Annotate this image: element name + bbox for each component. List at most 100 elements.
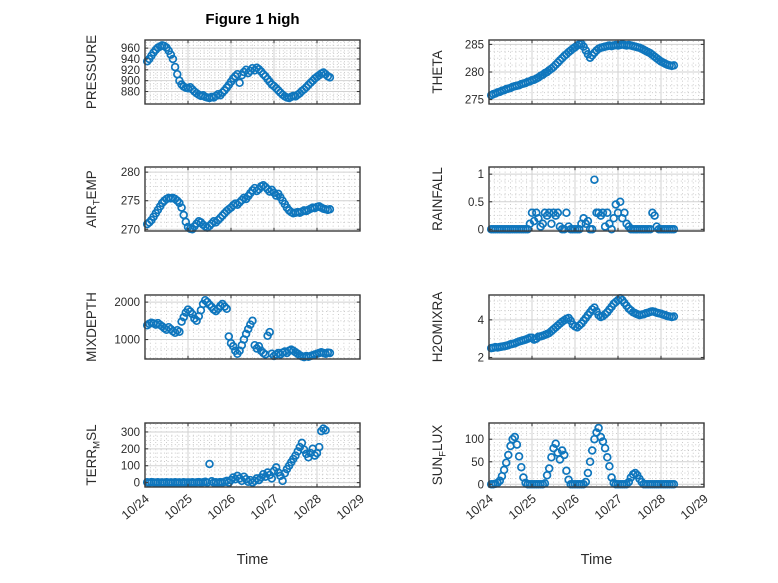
data-point (504, 450, 513, 460)
ytick-label: 920 (121, 65, 140, 77)
ytick-label: 275 (465, 95, 484, 107)
xtick-label: 10/25 (506, 492, 539, 523)
data-point (547, 219, 556, 229)
data-point (512, 440, 522, 449)
data-point (269, 81, 279, 91)
data-point (624, 477, 634, 487)
data-point (514, 452, 524, 461)
scatter-series-MIXDEPTH (142, 295, 335, 362)
data-point (271, 84, 281, 93)
data-point (600, 443, 610, 453)
ytick-label: 50 (471, 457, 484, 469)
data-point (177, 203, 186, 212)
data-point (168, 54, 178, 64)
tick-marks (488, 423, 705, 487)
data-point (299, 445, 309, 454)
tick-marks (488, 167, 705, 231)
ytick-label: 0 (478, 224, 484, 236)
data-point (170, 62, 180, 72)
ytick-label: 285 (465, 39, 484, 51)
panel-MIXDEPTH: 1000 2000 MIXDEPTH (84, 292, 361, 362)
data-point (306, 78, 315, 88)
data-point (495, 476, 505, 485)
ylabel-RAINFALL: RAINFALL (430, 167, 445, 231)
major-grid (145, 167, 360, 231)
data-point (211, 218, 221, 227)
data-point (243, 324, 253, 334)
ytick-label: 2000 (114, 297, 140, 309)
data-point (587, 305, 597, 314)
axes-box (488, 166, 705, 232)
data-point (508, 434, 517, 444)
data-point (630, 468, 640, 478)
data-point (241, 329, 251, 339)
data-point (216, 213, 225, 223)
tick-marks (144, 295, 361, 359)
data-point (598, 208, 608, 218)
data-point (205, 300, 214, 309)
data-point (325, 205, 335, 214)
data-point (220, 302, 229, 311)
ytick-label: 200 (121, 444, 140, 456)
data-point (555, 56, 565, 65)
data-point (235, 198, 244, 207)
data-point (218, 88, 227, 97)
ytick-label: 960 (121, 43, 140, 55)
data-point (560, 450, 569, 460)
panel-RAINFALL: 0 0.5 1 RAINFALL (430, 166, 705, 236)
data-point (254, 342, 264, 351)
ytick-label: 900 (121, 76, 140, 88)
ylabel-AIR_TEMP: AIRTEMP (84, 170, 103, 228)
data-point (173, 196, 182, 205)
xtick-label: 10/29 (334, 492, 367, 523)
ytick-label: 880 (121, 87, 140, 99)
data-point (549, 62, 558, 72)
ylabel-TERR_MSL: TERRMSL (84, 424, 103, 486)
data-point (499, 465, 509, 475)
data-point (534, 214, 543, 223)
data-point (321, 426, 330, 435)
ytick-label: 0 (134, 478, 140, 490)
data-point (517, 462, 526, 472)
axes-box (144, 294, 361, 360)
data-point (278, 476, 287, 486)
data-point (603, 453, 612, 462)
data-point (544, 464, 554, 473)
data-point (200, 295, 210, 305)
data-point (615, 197, 625, 207)
data-point (183, 305, 193, 314)
ylabel-MIXDEPTH: MIXDEPTH (84, 292, 99, 362)
axes-box (488, 422, 705, 488)
data-point (299, 85, 309, 94)
data-point (553, 208, 563, 218)
data-point (575, 321, 584, 330)
data-point (274, 86, 283, 95)
data-point (551, 60, 560, 70)
scatter-series-PRESSURE (142, 41, 335, 103)
data-point (145, 218, 154, 227)
xtick-label: 10/27 (248, 492, 281, 523)
data-point (527, 208, 537, 218)
tick-marks (144, 40, 361, 104)
data-point (581, 477, 591, 487)
data-point (252, 344, 262, 353)
xtick-label: 10/25 (162, 492, 195, 523)
data-point (609, 214, 618, 223)
data-point (669, 312, 679, 321)
axes-box (144, 39, 361, 105)
data-point (233, 200, 242, 209)
data-point (175, 198, 184, 208)
axes-box (144, 422, 361, 488)
xtick-label: 10/28 (291, 492, 324, 523)
data-point (213, 215, 223, 225)
data-point (549, 443, 558, 453)
ytick-label: 275 (121, 196, 140, 208)
scatter-series-RAINFALL (486, 175, 679, 234)
data-point (510, 432, 520, 442)
data-point (179, 312, 188, 322)
data-point (142, 56, 152, 66)
ytick-label: 2 (478, 352, 484, 364)
ytick-label: 280 (121, 167, 140, 179)
